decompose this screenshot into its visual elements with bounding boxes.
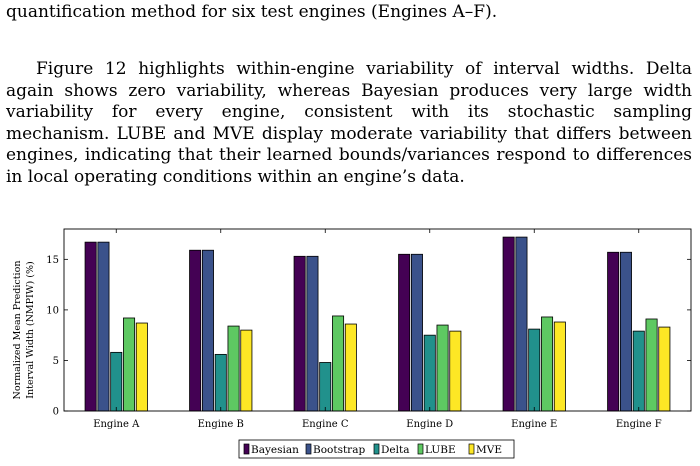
legend-label-mve: MVE bbox=[476, 444, 502, 456]
chart-axes-frame bbox=[63, 228, 692, 412]
bar-engine-e-mve bbox=[553, 321, 566, 412]
legend-label-bootstrap: Bootstrap bbox=[313, 444, 365, 456]
bar-engine-a-lube bbox=[123, 317, 136, 412]
bar-engine-e-delta bbox=[528, 328, 541, 412]
legend-swatch-bootstrap bbox=[305, 443, 312, 455]
x-tick-label-engine-e: Engine E bbox=[511, 419, 557, 430]
x-tick-label-engine-b: Engine B bbox=[198, 419, 244, 430]
bar-engine-d-bootstrap bbox=[410, 253, 423, 412]
bar-engine-e-bootstrap bbox=[515, 236, 528, 412]
bar-engine-d-lube bbox=[436, 324, 449, 412]
bar-engine-c-mve bbox=[344, 323, 357, 412]
chart-ticks: Engine A Engine B Engine C Engine D Engine E… bbox=[46, 229, 691, 430]
bar-engine-d-mve bbox=[449, 330, 462, 412]
bar-engine-a-bayesian bbox=[84, 241, 97, 412]
bar-engine-a-mve bbox=[135, 322, 148, 412]
bar-engine-d-bayesian bbox=[398, 253, 411, 412]
y-tick-label-0: 0 bbox=[53, 407, 59, 418]
y-tick-label-10: 10 bbox=[46, 305, 59, 316]
bar-engine-c-lube bbox=[332, 315, 345, 412]
paragraph-figure-12-description: Figure 12 highlights within-engine varia… bbox=[6, 59, 692, 187]
legend-swatch-delta bbox=[373, 443, 380, 455]
x-tick-label-engine-f: Engine F bbox=[616, 419, 662, 430]
legend-label-bayesian: Bayesian bbox=[251, 444, 299, 456]
x-tick-label-engine-a: Engine A bbox=[93, 419, 140, 430]
bar-engine-e-bayesian bbox=[502, 236, 515, 412]
bar-engine-d-delta bbox=[423, 334, 436, 412]
bar-engine-c-bootstrap bbox=[306, 255, 319, 412]
bar-engine-b-lube bbox=[227, 325, 240, 412]
x-tick-label-engine-d: Engine D bbox=[406, 419, 453, 430]
bar-engine-c-delta bbox=[319, 362, 332, 412]
bar-engine-f-mve bbox=[658, 326, 671, 412]
bar-engine-f-bayesian bbox=[607, 251, 620, 412]
plot-frame bbox=[63, 228, 692, 412]
y-axis-label-line2: Interval Width (NMPIW) (%) bbox=[25, 261, 36, 398]
bar-engine-b-mve bbox=[240, 329, 253, 412]
bar-engine-a-bootstrap bbox=[97, 241, 110, 412]
bar-engine-a-delta bbox=[110, 351, 123, 412]
legend-swatch-lube bbox=[417, 443, 424, 455]
bar-engine-f-bootstrap bbox=[619, 251, 632, 412]
bar-engine-c-bayesian bbox=[293, 255, 306, 412]
bar-engine-e-lube bbox=[541, 316, 554, 412]
bar-engine-b-delta bbox=[214, 353, 227, 412]
chart-bars bbox=[84, 236, 671, 412]
legend-swatch-mve bbox=[468, 443, 475, 455]
legend-label-delta: Delta bbox=[381, 444, 409, 456]
y-axis-label-line1: Normalized Mean Prediction bbox=[12, 261, 23, 400]
bar-engine-f-delta bbox=[632, 330, 645, 412]
bar-chart: Engine A Engine B Engine C Engine D Engine E… bbox=[12, 228, 692, 459]
bar-engine-b-bayesian bbox=[189, 249, 202, 412]
paragraph-intro-fragment: quantification method for six test engin… bbox=[6, 2, 498, 22]
bar-engine-b-bootstrap bbox=[201, 249, 214, 412]
bar-engine-f-lube bbox=[645, 318, 658, 412]
chart-legend: Bayesian Bootstrap Delta LUBE MVE bbox=[238, 439, 515, 459]
x-tick-label-engine-c: Engine C bbox=[302, 419, 349, 430]
legend-swatch-bayesian bbox=[243, 443, 250, 455]
legend-label-lube: LUBE bbox=[425, 444, 456, 456]
y-tick-label-15: 15 bbox=[46, 255, 59, 266]
y-tick-label-5: 5 bbox=[53, 356, 59, 367]
